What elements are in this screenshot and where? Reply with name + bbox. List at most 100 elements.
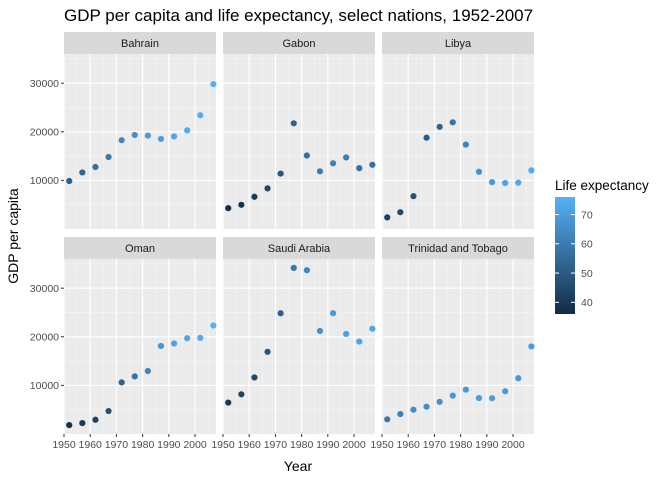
data-point [515,375,522,382]
data-point [290,264,297,272]
data-point [225,205,232,212]
data-point [436,398,443,405]
gridlines [222,259,375,434]
legend-tick-label: 70 [581,209,593,221]
data-point [488,179,496,186]
data-point [66,422,73,429]
data-point [449,119,456,126]
data-point [475,394,483,402]
x-tick-label: 1980 [131,439,155,451]
panel-background [382,259,534,434]
facet-strip-label: Trinidad and Tobago [408,243,508,255]
x-tick-label: 1990 [475,439,499,451]
data-point [105,153,112,161]
data-point [92,416,99,423]
color-legend: Life expectancy 40 50 60 70 [555,178,649,314]
x-tick-label: 1960 [79,439,103,451]
x-tick-label: 1960 [397,439,421,451]
data-point [118,137,125,144]
facet-strip-label: Bahrain [121,38,159,50]
gridlines [63,259,216,434]
facet-strip [223,32,375,54]
facet-strip [223,237,375,259]
data-point [251,193,258,200]
data-point [462,386,469,393]
data-point [423,403,430,410]
x-tick-label: 1970 [423,439,447,451]
data-point [329,160,337,167]
data-point [131,373,138,380]
data-point [238,391,245,398]
data-point [118,379,125,386]
y-tick-label: 10000 [30,175,59,187]
data-point [210,81,217,88]
x-tick-label: 2000 [501,439,525,451]
gridlines [63,54,216,229]
facet-panel: Bahrain 10000 20000 30000 [30,32,217,229]
data-point [264,185,271,192]
data-points [225,264,376,406]
x-tick-label: 2000 [183,439,207,451]
y-tick-label: 10000 [30,380,59,392]
data-point [384,214,391,221]
data-point [397,410,404,418]
data-point [410,193,417,200]
data-point [197,334,204,341]
data-point [105,407,112,415]
data-point [515,179,522,186]
facet-strip [64,237,216,259]
data-point [79,419,86,427]
panel-background [223,259,375,434]
facet-strip [64,32,216,54]
data-point [384,416,391,423]
x-tick-label: 1950 [52,439,76,451]
x-tick-label: 1970 [264,439,288,451]
y-tick-label: 30000 [30,283,59,295]
x-tick-label: 1980 [290,439,314,451]
data-point [251,374,258,381]
data-point [157,342,165,350]
y-tick-label: 30000 [30,78,59,90]
data-point [369,161,376,168]
data-point [157,135,165,143]
data-point [303,267,310,274]
panel-background [64,259,216,434]
data-points [66,322,217,429]
data-point [170,340,178,347]
data-point [329,310,337,317]
x-tick-label: 1990 [157,439,181,451]
facet-strip-label: Saudi Arabia [268,243,331,255]
data-point [369,325,376,332]
data-point [488,395,496,402]
data-point [170,133,178,140]
data-point [290,120,297,127]
data-point [528,167,535,174]
data-point [356,165,363,172]
legend-tick-label: 40 [581,297,593,309]
legend-ticks: 40 50 60 70 [555,209,593,309]
facet-strip-label: Gabon [282,38,315,50]
data-points [384,119,535,221]
gridlines [222,54,375,229]
data-point [264,348,271,355]
x-tick-label: 1960 [238,439,262,451]
facet-panels: Bahrain 10000 20000 30000 Gabon Libya Oman 1000… [30,32,535,451]
gridlines [381,54,534,229]
legend-title: Life expectancy [555,178,649,193]
data-point [92,163,99,171]
y-axis-title: GDP per capita [5,188,21,284]
legend-colorbar [555,197,575,314]
facet-panel: Gabon [222,32,376,229]
facet-strip [382,237,534,259]
data-point [449,392,456,399]
x-tick-label: 1980 [449,439,473,451]
gridlines [381,259,534,434]
data-point [462,141,469,148]
data-points [384,343,535,423]
data-point [316,327,324,335]
data-point [79,169,86,176]
facet-panel: Trinidad and Tobago 1950 1960 1970 1980 1990 2… [370,237,535,451]
data-point [475,168,483,175]
data-point [502,388,509,395]
